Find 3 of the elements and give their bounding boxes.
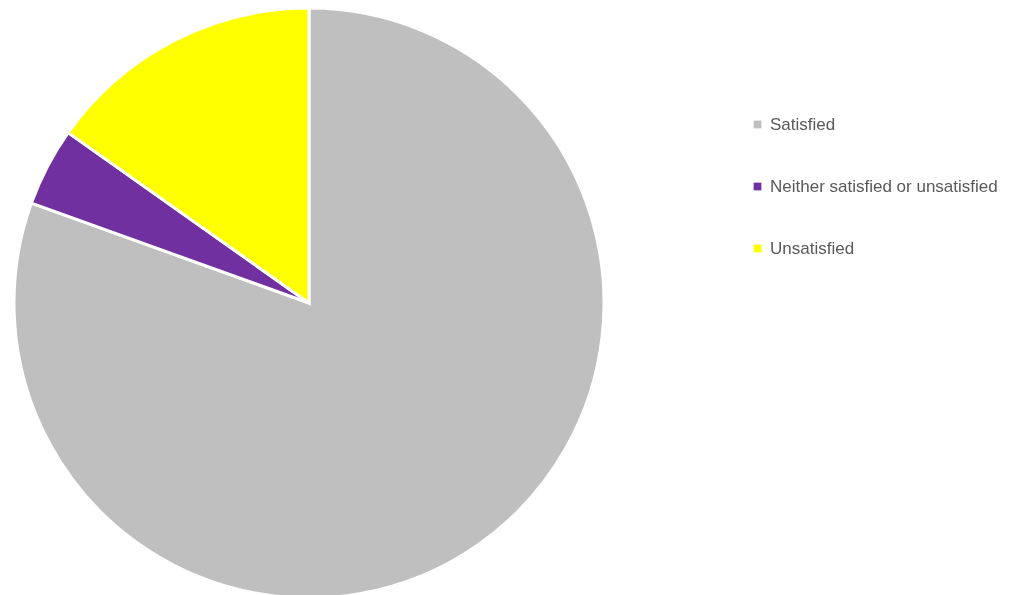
legend-label: Satisfied (770, 114, 836, 134)
legend-label: Neither satisfied or unsatisfied (770, 176, 998, 196)
legend-label: Unsatisfied (770, 238, 855, 258)
